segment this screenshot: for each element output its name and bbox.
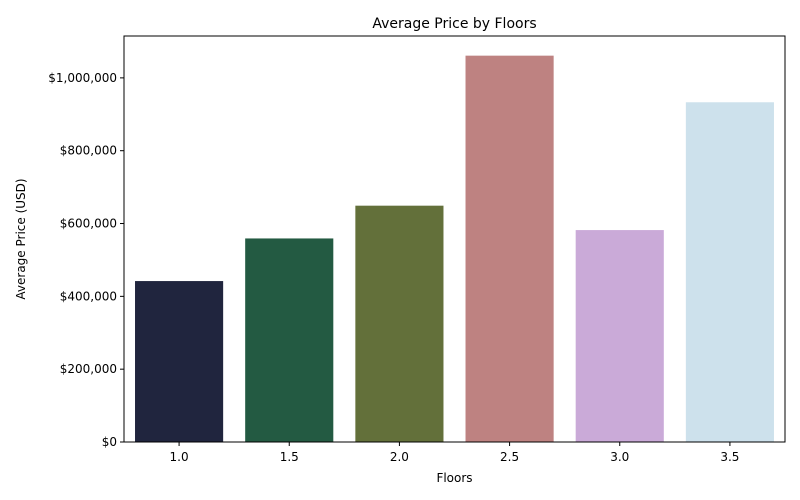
chart-title: Average Price by Floors — [372, 16, 536, 32]
x-axis-title: Floors — [436, 471, 472, 485]
y-axis-title: Average Price (USD) — [14, 178, 28, 299]
bar-1-5 — [245, 238, 334, 442]
x-tick-label: 1.5 — [280, 450, 299, 464]
y-tick-label: $800,000 — [60, 144, 117, 158]
bar-2-0 — [355, 205, 444, 442]
x-tick-label: 2.0 — [390, 450, 409, 464]
bars-layer — [135, 55, 774, 443]
ticks-layer: 1.0 1.5 2.0 2.5 3.0 3.5 $0 $200,000 $400,000 $600… — [48, 71, 739, 464]
y-tick-label: $1,000,000 — [48, 71, 117, 85]
bar-3-5 — [685, 102, 774, 443]
x-tick-label: 3.0 — [610, 450, 629, 464]
y-tick-label: $600,000 — [60, 217, 117, 231]
y-tick-label: $200,000 — [60, 362, 117, 376]
plot-frame — [123, 35, 786, 443]
x-tick-label: 1.0 — [170, 450, 189, 464]
y-tick-label: $400,000 — [60, 289, 117, 303]
x-tick-label: 3.5 — [720, 450, 739, 464]
bar-1-0 — [135, 281, 224, 442]
x-tick-label: 2.5 — [500, 450, 519, 464]
bar-2-5 — [465, 55, 554, 442]
bar-3-0 — [575, 230, 664, 442]
y-tick-label: $0 — [102, 435, 117, 449]
